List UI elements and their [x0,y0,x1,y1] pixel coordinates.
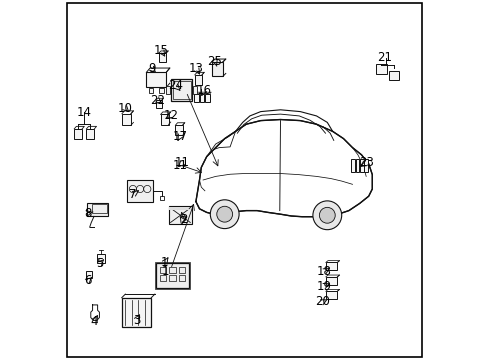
Text: 1: 1 [161,265,169,278]
Text: 4: 4 [90,315,98,328]
Text: 15: 15 [153,44,168,57]
Bar [160,267,166,273]
Text: 8: 8 [84,207,91,220]
Bar [194,94,199,102]
Text: 12: 12 [163,109,178,122]
Bar [364,159,367,172]
Bar [375,64,386,74]
Text: 16: 16 [196,84,211,96]
Text: 2: 2 [179,215,187,228]
Text: 1: 1 [161,256,168,269]
Bar [325,277,337,285]
Text: 21: 21 [376,51,391,64]
Bar [178,275,185,281]
Bar [199,94,204,102]
Text: 14: 14 [77,106,92,119]
Circle shape [312,201,341,230]
Bar [170,79,192,101]
Bar [160,275,166,281]
Bar [193,86,197,94]
Bar [122,114,131,125]
Bar [86,129,94,139]
Bar [204,94,209,102]
Circle shape [319,207,335,223]
Text: 18: 18 [316,265,330,278]
Text: 6: 6 [84,274,91,287]
Text: 7: 7 [129,188,136,201]
Bar [169,267,175,273]
Text: 3: 3 [133,314,140,327]
Bar [212,62,223,76]
Bar [168,206,192,224]
Bar [194,75,202,85]
Text: 20: 20 [315,295,330,308]
Bar [168,207,192,210]
Bar [87,203,108,216]
Bar [359,159,363,172]
Text: 24: 24 [167,79,183,92]
Text: 17: 17 [173,130,187,143]
Bar [155,262,190,289]
Text: 5: 5 [96,257,103,270]
Bar [325,291,337,299]
Bar [159,88,163,93]
Bar [388,71,399,80]
Text: 25: 25 [207,55,222,68]
Bar [86,271,91,278]
Text: 19: 19 [316,280,330,293]
Text: 22: 22 [150,94,164,107]
Bar [156,100,162,108]
Bar [355,159,359,172]
Text: 11: 11 [174,156,189,169]
Circle shape [210,200,239,229]
Bar [178,267,185,273]
Circle shape [216,206,232,222]
Text: 13: 13 [188,62,203,75]
Bar [92,204,106,213]
Bar [351,159,354,172]
Bar [172,81,190,99]
Text: 11: 11 [172,159,187,172]
Bar [175,125,182,135]
Bar [166,86,169,94]
Text: 9: 9 [147,62,155,75]
Bar [159,53,166,62]
Polygon shape [196,120,371,217]
Bar [325,262,337,270]
Text: 2: 2 [180,213,187,226]
Bar [156,263,188,288]
Bar [97,254,105,263]
Bar [160,196,163,200]
Text: 23: 23 [358,156,373,169]
Text: 10: 10 [117,102,132,114]
Bar [149,88,153,93]
Bar [127,180,153,202]
Bar [74,129,82,139]
Bar [146,72,166,87]
Bar [122,298,151,327]
Bar [169,275,175,281]
Bar [160,114,168,125]
